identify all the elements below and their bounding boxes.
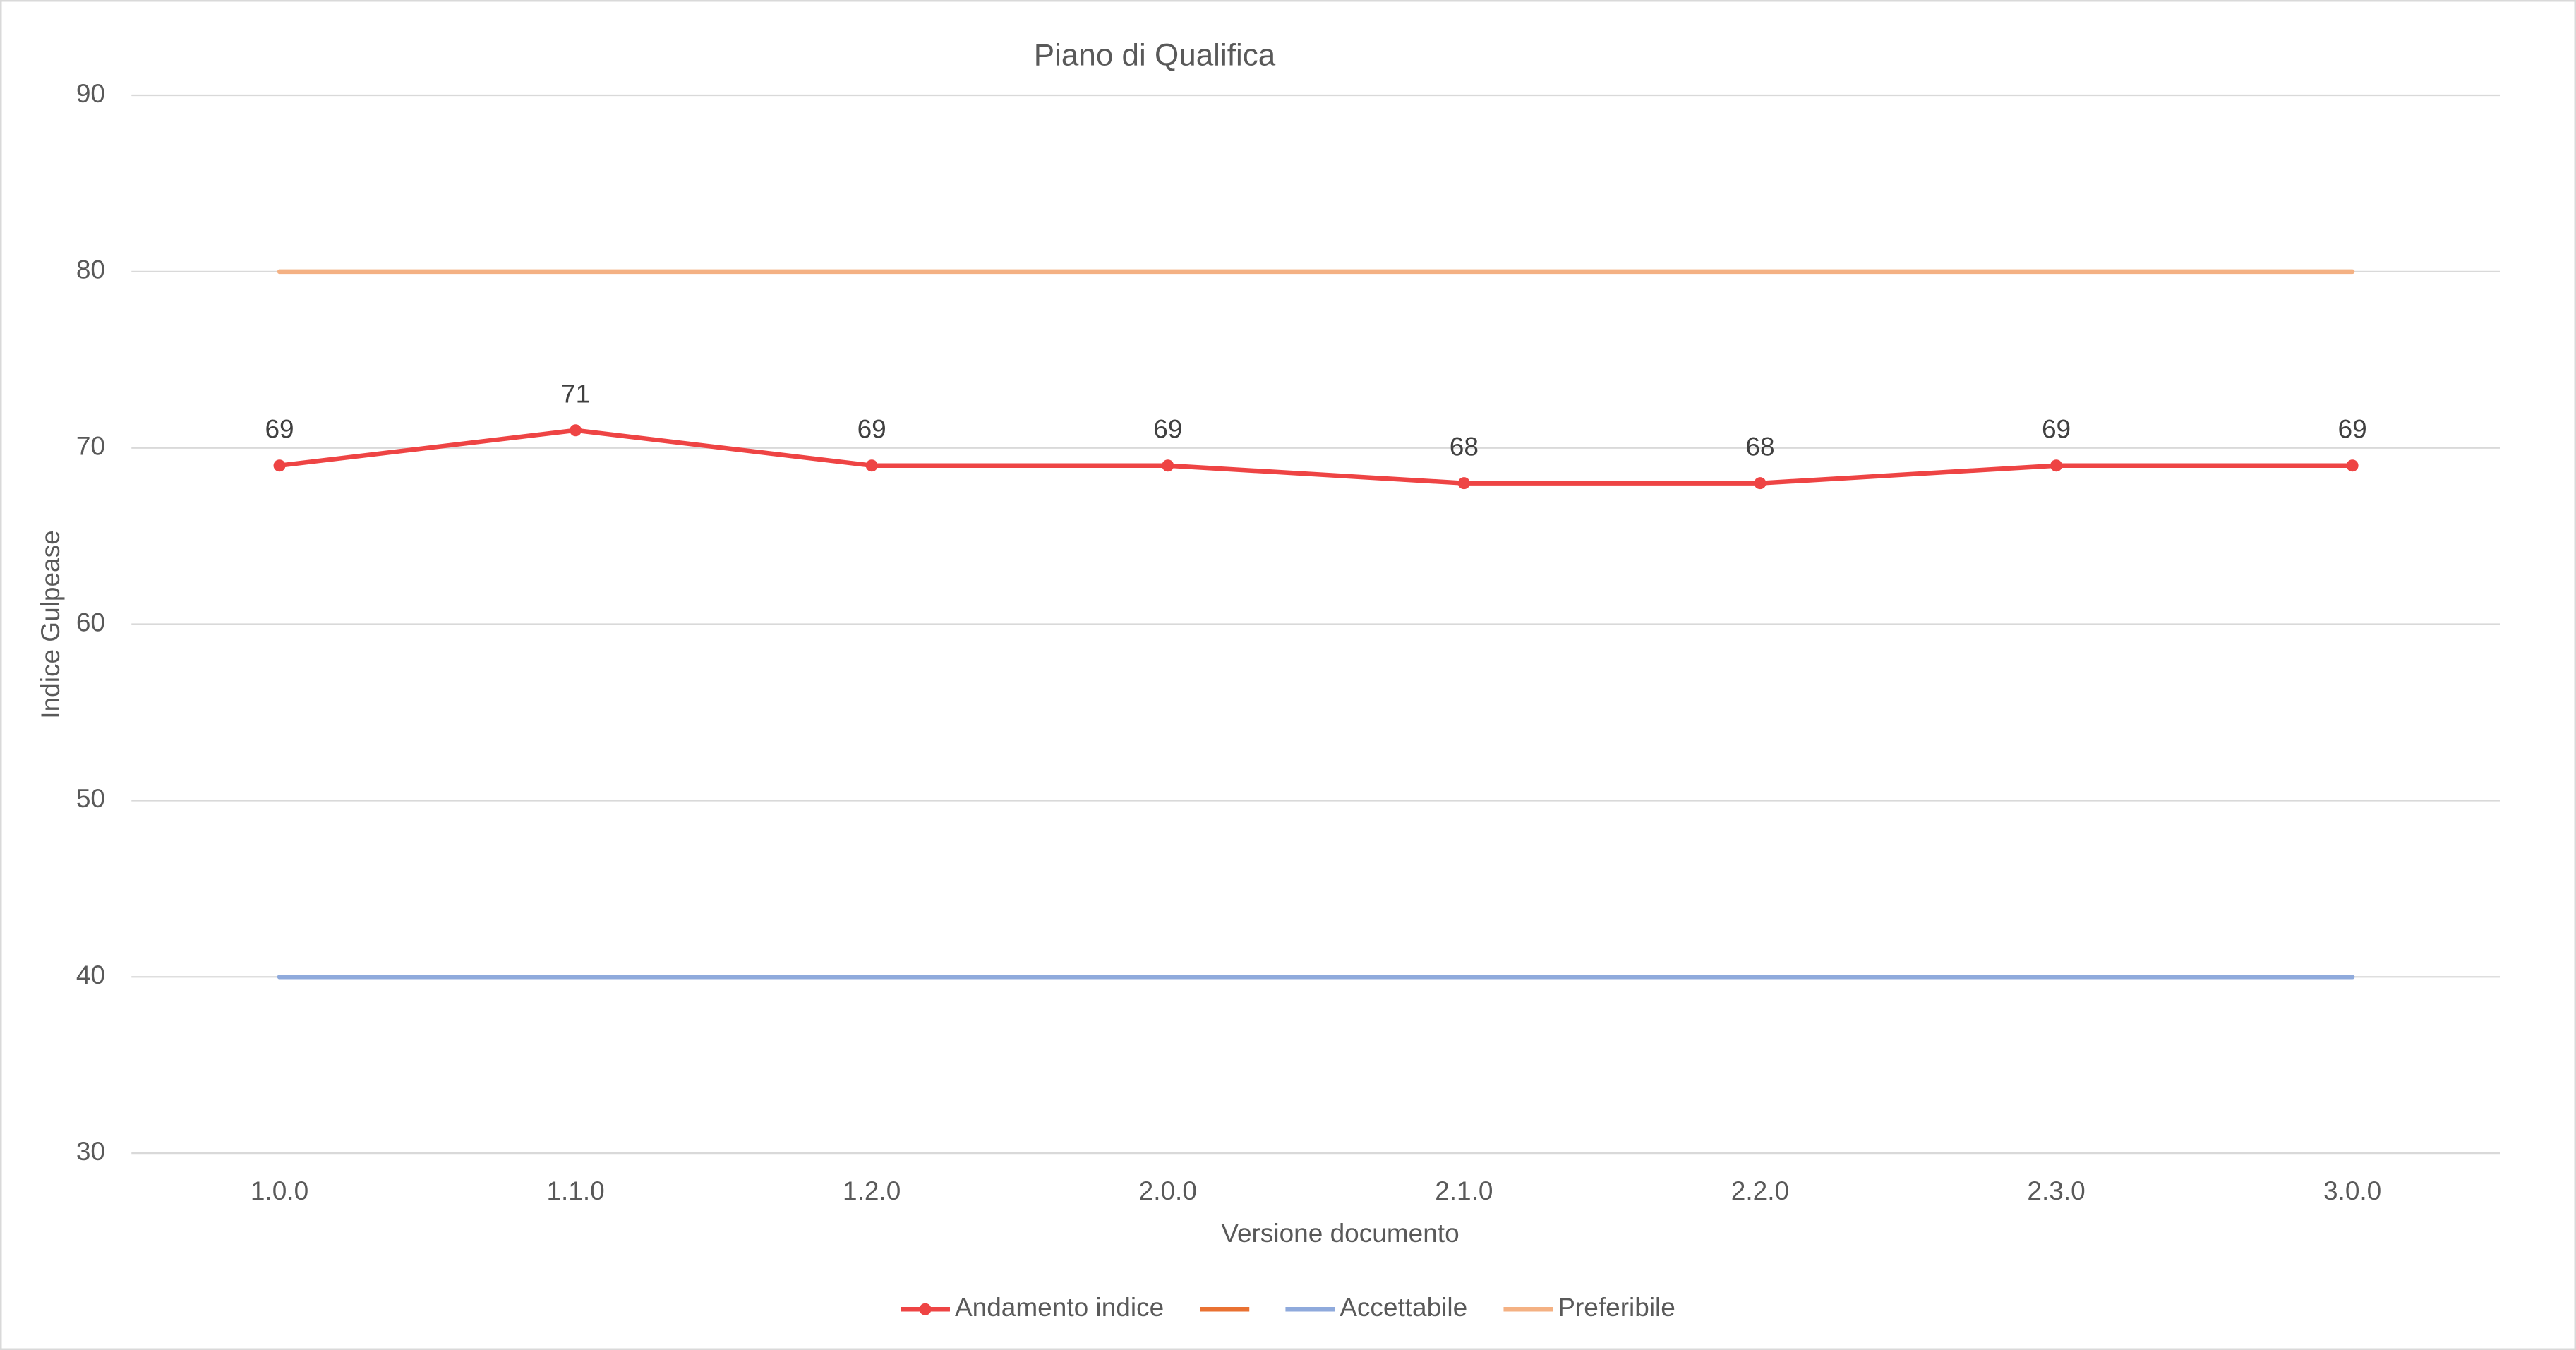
- x-tick-label: 3.0.0: [2323, 1176, 2381, 1205]
- x-tick-label: 2.0.0: [1139, 1176, 1197, 1205]
- data-label: 68: [1450, 433, 1479, 462]
- y-tick-label: 60: [76, 608, 105, 637]
- data-label: 71: [561, 380, 590, 409]
- y-tick-label: 30: [76, 1137, 105, 1166]
- data-label: 69: [2042, 415, 2071, 444]
- y-tick-label: 70: [76, 431, 105, 460]
- y-tick-label: 50: [76, 784, 105, 813]
- data-label: 69: [265, 415, 294, 444]
- x-tick-label: 2.3.0: [2027, 1176, 2085, 1205]
- point-marker: [865, 459, 878, 472]
- y-tick-label: 80: [76, 255, 105, 284]
- point-marker: [1457, 477, 1470, 490]
- x-tick-label: 1.0.0: [251, 1176, 308, 1205]
- legend-label: Preferibile: [1558, 1293, 1675, 1322]
- series-line: [277, 428, 2355, 486]
- legend-label: Andamento indice: [955, 1293, 1164, 1322]
- data-label: 68: [1745, 433, 1774, 462]
- y-tick-label: 40: [76, 960, 105, 989]
- x-tick-label: 1.2.0: [843, 1176, 901, 1205]
- point-marker: [570, 424, 582, 437]
- x-tick-label: 1.1.0: [546, 1176, 604, 1205]
- x-tick-label: 2.1.0: [1435, 1176, 1493, 1205]
- point-marker: [2346, 459, 2359, 472]
- data-label: 69: [857, 415, 886, 444]
- point-marker: [1162, 459, 1174, 472]
- data-label: 69: [1153, 415, 1182, 444]
- point-marker: [2050, 459, 2063, 472]
- y-axis-label: Indice Gulpease: [36, 530, 65, 718]
- point-marker: [273, 459, 286, 472]
- legend-label: Accettabile: [1340, 1293, 1467, 1322]
- x-axis-label: Versione documento: [1221, 1219, 1459, 1248]
- point-marker: [1754, 477, 1767, 490]
- y-tick-label: 90: [76, 79, 105, 108]
- legend-marker: [919, 1303, 932, 1315]
- chart-title: Piano di Qualifica: [1034, 38, 1276, 73]
- x-tick-label: 2.2.0: [1731, 1176, 1789, 1205]
- data-label: 69: [2338, 415, 2367, 444]
